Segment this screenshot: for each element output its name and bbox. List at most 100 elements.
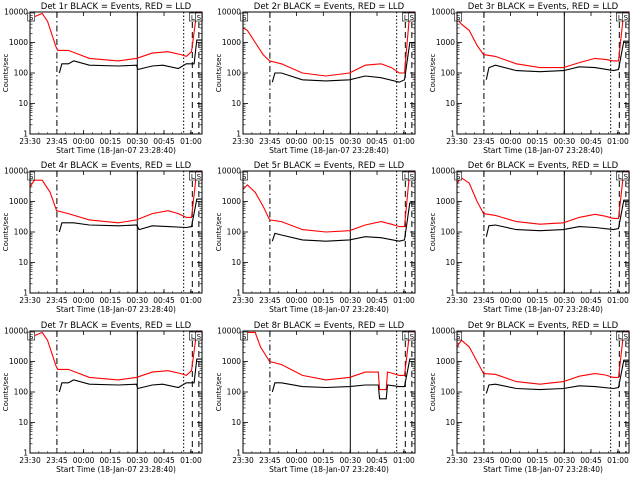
chart-title: Det 6r BLACK = Events, RED = LLD	[468, 161, 619, 171]
series-lld	[242, 11, 416, 77]
y-tick-label: 1	[23, 289, 28, 298]
plot-frame	[29, 170, 203, 294]
x-tick-label: 00:45	[580, 137, 602, 146]
x-tick-label: 00:45	[153, 137, 175, 146]
y-tick-label: 10	[18, 258, 28, 267]
x-tick-label: 00:15	[527, 137, 549, 146]
x-tick-label: 23:45	[46, 456, 68, 465]
marker-label: S	[242, 333, 247, 341]
plot-frame	[242, 170, 416, 294]
x-axis-label: Start Time (18-Jan-07 23:28:40)	[269, 146, 389, 155]
x-tick-label: 01:00	[180, 137, 202, 146]
marker-box	[454, 12, 463, 22]
x-tick-label: 23:45	[46, 296, 68, 305]
plot-area	[30, 171, 202, 293]
x-tick-label: 23:30	[446, 456, 468, 465]
x-tick-label: 23:30	[232, 296, 254, 305]
x-axis-label: Start Time (18-Jan-07 23:28:40)	[269, 465, 389, 474]
plot-area	[243, 331, 415, 453]
x-tick-label: 00:00	[500, 137, 522, 146]
marker-label: S	[29, 333, 34, 341]
y-tick-label: 1	[23, 449, 28, 458]
marker-label: L	[404, 173, 408, 181]
y-tick-label: 1	[236, 130, 241, 139]
marker-label: S	[197, 333, 202, 341]
plot-area	[457, 12, 629, 134]
panel-3: Det 3r BLACK = Events, RED = LLD Counts/s…	[429, 2, 630, 155]
x-axis-label: Start Time (18-Jan-07 23:28:40)	[483, 146, 603, 155]
marker-label: S	[456, 333, 461, 341]
y-tick-label: 100	[441, 69, 456, 78]
plot-frame	[456, 11, 630, 135]
x-tick-label: 23:45	[473, 456, 495, 465]
marker-label: L	[618, 333, 622, 341]
chart-title: Det 8r BLACK = Events, RED = LLD	[254, 321, 405, 331]
marker-box	[27, 331, 36, 341]
marker-label: S	[456, 14, 461, 22]
marker-label: S	[624, 333, 629, 341]
x-tick-label: 00:30	[126, 137, 148, 146]
series-lld	[29, 330, 203, 381]
x-tick-label: 01:00	[180, 296, 202, 305]
x-tick-label: 00:45	[366, 456, 388, 465]
y-axis-label: Counts/sec	[429, 373, 437, 412]
y-tick-label: 1000	[222, 357, 241, 366]
x-tick-label: 23:30	[19, 456, 41, 465]
x-tick-label: 01:00	[393, 137, 415, 146]
marker-label: S	[624, 14, 629, 22]
chart-title: Det 3r BLACK = Events, RED = LLD	[468, 2, 619, 12]
y-tick-label: 1	[23, 130, 28, 139]
y-tick-label: 1000	[222, 197, 241, 206]
x-tick-label: 00:15	[313, 296, 335, 305]
y-tick-label: 10	[231, 258, 241, 267]
x-tick-label: 00:30	[126, 296, 148, 305]
x-axis-label: Start Time (18-Jan-07 23:28:40)	[56, 146, 176, 155]
y-tick-label: 1	[236, 289, 241, 298]
marker-label: L	[191, 173, 195, 181]
series-events	[271, 358, 415, 400]
x-tick-label: 23:30	[232, 456, 254, 465]
marker-box	[454, 331, 463, 341]
y-axis-label: Counts/sec	[215, 213, 223, 252]
series-events	[485, 359, 629, 394]
x-tick-label: 00:30	[339, 456, 361, 465]
marker-label: S	[410, 14, 415, 22]
marker-box	[27, 12, 36, 22]
chart-title: Det 1r BLACK = Events, RED = LLD	[41, 2, 192, 12]
y-tick-label: 100	[227, 228, 242, 237]
x-tick-label: 23:30	[232, 137, 254, 146]
marker-label: L	[618, 173, 622, 181]
marker-label: S	[410, 173, 415, 181]
marker-label: S	[197, 14, 202, 22]
x-tick-label: 00:00	[500, 456, 522, 465]
plot-area	[243, 12, 415, 134]
x-tick-label: 23:45	[46, 137, 68, 146]
chart-title: Det 5r BLACK = Events, RED = LLD	[254, 161, 405, 171]
x-tick-label: 01:00	[607, 296, 629, 305]
x-tick-label: 01:00	[393, 456, 415, 465]
y-tick-label: 10	[445, 99, 455, 108]
x-tick-label: 00:00	[286, 456, 308, 465]
y-tick-label: 1	[450, 289, 455, 298]
plot-area	[457, 331, 629, 453]
x-tick-label: 00:15	[313, 137, 335, 146]
x-tick-label: 01:00	[607, 137, 629, 146]
plot-area	[30, 331, 202, 453]
series-events	[58, 39, 202, 74]
panel-5: Det 5r BLACK = Events, RED = LLD Counts/s…	[215, 161, 416, 314]
y-tick-label: 1	[450, 449, 455, 458]
y-tick-label: 100	[14, 228, 29, 237]
y-tick-label: 10	[231, 99, 241, 108]
marker-label: L	[404, 14, 408, 22]
x-tick-label: 00:15	[527, 456, 549, 465]
plot-area	[457, 171, 629, 293]
y-tick-label: 10000	[431, 8, 455, 17]
x-tick-label: 01:00	[180, 456, 202, 465]
chart-title: Det 4r BLACK = Events, RED = LLD	[41, 161, 192, 171]
y-tick-label: 10000	[217, 327, 241, 336]
y-tick-label: 1000	[9, 197, 28, 206]
x-tick-label: 23:30	[446, 137, 468, 146]
y-tick-label: 10	[231, 418, 241, 427]
x-tick-label: 23:30	[19, 296, 41, 305]
